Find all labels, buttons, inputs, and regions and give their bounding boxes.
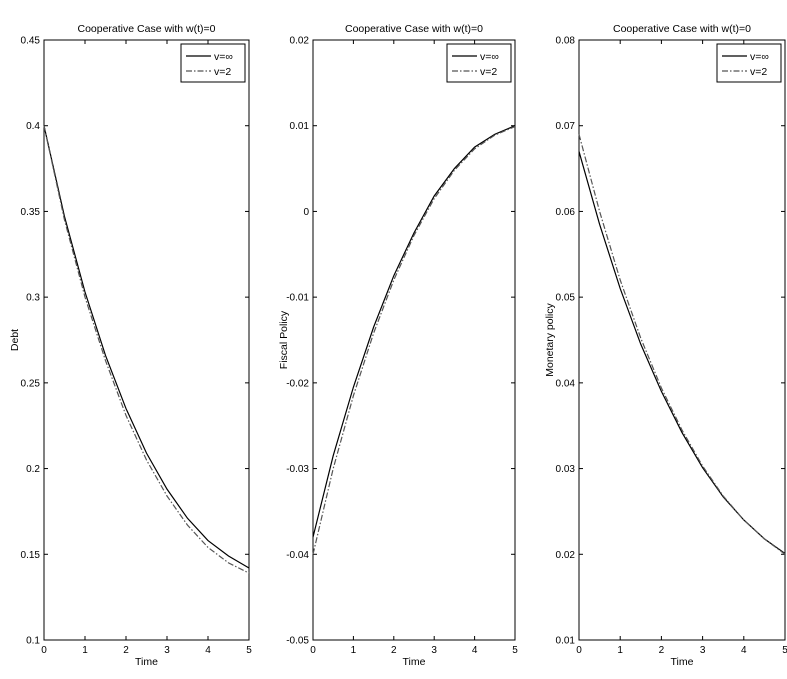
legend-label: v=2 <box>214 66 231 78</box>
series-line-2 <box>578 134 786 555</box>
y-tick-label: 0.35 <box>21 207 41 218</box>
x-tick-label: 5 <box>246 645 252 656</box>
y-tick-label: 0.06 <box>556 207 576 218</box>
x-tick-label: 2 <box>123 645 129 656</box>
y-axis-label: Monetary policy <box>544 302 556 376</box>
legend-box <box>446 43 512 83</box>
y-tick-label: -0.03 <box>286 464 309 475</box>
plot-frame <box>312 39 516 641</box>
chart-title: Cooperative Case with w(t)=0 <box>345 23 483 35</box>
legend: v=∞ v=2 <box>446 43 512 83</box>
x-tick-label: 1 <box>82 645 88 656</box>
y-tick-label: -0.04 <box>286 550 309 561</box>
chart-title: Cooperative Case with w(t)=0 <box>77 23 215 35</box>
x-tick-label: 1 <box>351 645 357 656</box>
plot-frame <box>578 39 786 641</box>
x-tick-label: 0 <box>41 645 47 656</box>
x-axis-label: Time <box>403 656 426 668</box>
x-tick-label: 3 <box>431 645 437 656</box>
y-tick-label: 0.01 <box>290 121 310 132</box>
chart-panel-1: Cooperative Case with w(t)=0 0 1 2 3 4 5 0.1 0.1… <box>9 23 252 668</box>
y-axis-label: Debt <box>9 329 21 351</box>
legend: v=∞ v=2 <box>180 43 246 83</box>
chart-panel-3: Cooperative Case with w(t)=0 0 1 2 3 4 5 0.01 0.… <box>544 23 787 668</box>
y-tick-label: 0.45 <box>21 36 41 47</box>
x-tick-label: 4 <box>205 645 211 656</box>
y-tick-label: 0.4 <box>26 121 40 132</box>
legend-box <box>716 43 782 83</box>
legend-label: v=2 <box>750 66 767 78</box>
series-line-1 <box>43 125 250 569</box>
series-line-2 <box>43 125 250 574</box>
y-tick-label: 0.05 <box>556 293 576 304</box>
y-tick-label: 0.04 <box>556 378 576 389</box>
x-tick-label: 1 <box>617 645 623 656</box>
y-tick-label: 0.3 <box>26 293 40 304</box>
x-axis-label: Time <box>671 656 694 668</box>
y-tick-label: 0.15 <box>21 550 41 561</box>
x-tick-label: 3 <box>700 645 706 656</box>
x-tick-label: 4 <box>472 645 478 656</box>
legend-label: v=∞ <box>750 51 769 63</box>
legend: v=∞ v=2 <box>716 43 782 83</box>
x-tick-label: 0 <box>576 645 582 656</box>
chart-panel-2: Cooperative Case with w(t)=0 0 1 2 3 4 5 -0.05 -… <box>278 23 518 668</box>
y-tick-label: 0.2 <box>26 464 40 475</box>
x-tick-label: 4 <box>741 645 747 656</box>
legend-label: v=∞ <box>480 51 499 63</box>
x-tick-label: 3 <box>164 645 170 656</box>
y-tick-label: 0.02 <box>556 550 576 561</box>
y-tick-label: 0.02 <box>290 36 310 47</box>
series-line-1 <box>578 151 786 554</box>
x-tick-label: 5 <box>512 645 518 656</box>
y-tick-label: -0.02 <box>286 378 309 389</box>
legend-label: v=∞ <box>214 51 233 63</box>
y-tick-label: 0.25 <box>21 378 41 389</box>
y-tick-label: 0.1 <box>26 636 40 647</box>
x-tick-label: 2 <box>659 645 665 656</box>
y-tick-label: -0.01 <box>286 293 309 304</box>
y-axis-label: Fiscal Policy <box>278 310 290 369</box>
x-tick-label: 0 <box>310 645 316 656</box>
x-axis-label: Time <box>135 656 158 668</box>
y-tick-label: -0.05 <box>286 636 309 647</box>
series-line-1 <box>312 125 516 538</box>
y-tick-label: 0.07 <box>556 121 576 132</box>
legend-label: v=2 <box>480 66 497 78</box>
x-tick-label: 5 <box>782 645 787 656</box>
y-tick-label: 0 <box>303 207 309 218</box>
y-tick-label: 0.01 <box>556 636 576 647</box>
series-line-2 <box>312 126 516 555</box>
y-tick-label: 0.03 <box>556 464 576 475</box>
x-tick-label: 2 <box>391 645 397 656</box>
plot-frame <box>43 39 250 641</box>
legend-box <box>180 43 246 83</box>
chart-title: Cooperative Case with w(t)=0 <box>613 23 751 35</box>
y-tick-label: 0.08 <box>556 36 576 47</box>
